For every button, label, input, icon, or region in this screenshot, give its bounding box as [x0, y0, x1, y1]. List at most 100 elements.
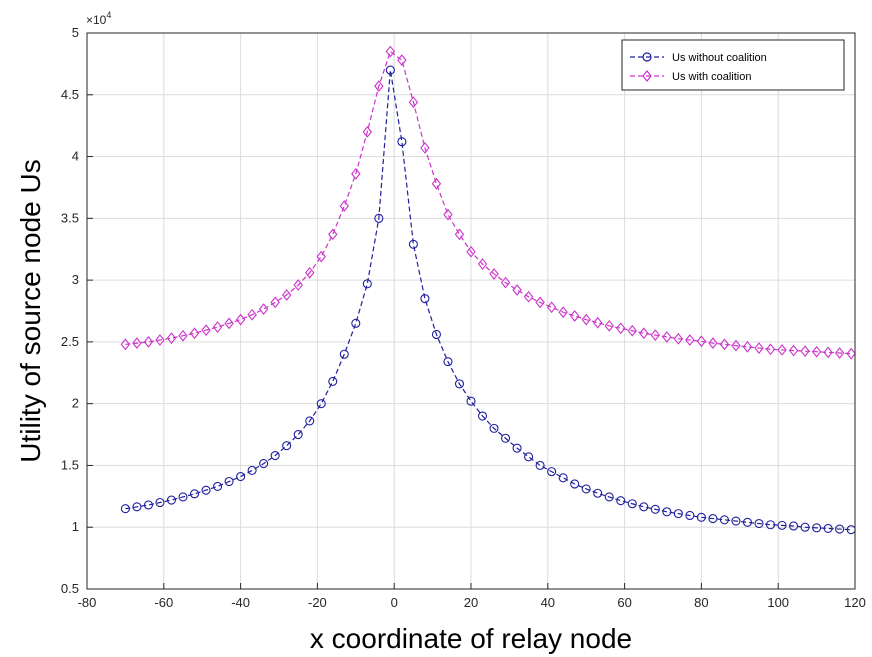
data-point [650, 329, 661, 341]
data-point [546, 301, 557, 314]
y-tick-label: 4.5 [61, 87, 79, 102]
data-point [581, 313, 591, 326]
data-point [558, 306, 568, 319]
data-point [212, 321, 223, 333]
data-point [639, 502, 649, 512]
data-point [224, 317, 234, 330]
data-point [166, 495, 177, 505]
data-point [823, 346, 833, 359]
data-point [351, 167, 361, 180]
data-point [351, 318, 361, 328]
data-point [362, 125, 373, 138]
data-point [639, 327, 649, 340]
data-point [834, 347, 845, 359]
data-point [281, 289, 292, 301]
data-point [120, 504, 130, 514]
data-point [754, 342, 764, 354]
legend-marker-circle [642, 52, 652, 62]
data-point [328, 376, 338, 386]
data-point [477, 258, 488, 270]
data-point [201, 324, 211, 337]
data-point [443, 208, 453, 221]
data-point [305, 266, 315, 279]
data-point [132, 502, 142, 512]
data-point [811, 345, 822, 358]
x-tick-label: 20 [464, 595, 478, 610]
data-point [800, 345, 810, 358]
data-point [374, 213, 384, 223]
x-tick-label: 40 [541, 595, 555, 610]
data-point [454, 379, 465, 389]
data-point [247, 465, 257, 475]
y-tick-label: 1 [72, 519, 79, 534]
data-point [201, 485, 211, 495]
data-point [408, 96, 419, 109]
data-point [524, 452, 534, 462]
data-point [235, 313, 246, 326]
data-point [420, 142, 430, 154]
y-tick-label: 5 [72, 25, 79, 40]
data-point [535, 460, 545, 470]
data-point [466, 396, 476, 406]
data-point [627, 499, 637, 509]
legend-marker-diamond [642, 70, 652, 82]
data-point [719, 338, 730, 351]
data-point [120, 338, 131, 351]
x-tick-label: -40 [231, 595, 250, 610]
y-tick-label: 1.5 [61, 457, 79, 472]
data-point [512, 443, 522, 453]
data-point [385, 45, 396, 58]
y-tick-labels: 0.5 1 1.5 2 2.5 3 3.5 4 4.5 5 [61, 25, 79, 596]
data-point [523, 290, 534, 303]
data-point [328, 228, 338, 241]
x-tick-label: 120 [844, 595, 866, 610]
data-point [846, 347, 856, 360]
y-tick-label: 2.5 [61, 334, 79, 349]
data-point [708, 337, 718, 350]
data-point [132, 337, 142, 350]
series-without-coalition [120, 65, 856, 535]
data-point [270, 451, 280, 461]
data-point [420, 294, 430, 304]
data-point [662, 507, 672, 517]
data-point [166, 332, 177, 345]
x-tick-label: 80 [694, 595, 708, 610]
data-point [719, 515, 729, 525]
y-exponent-base: ×10 [86, 13, 107, 27]
data-point [754, 518, 764, 529]
y-tick-label: 0.5 [61, 581, 79, 596]
data-point [397, 137, 407, 147]
data-point [155, 334, 165, 346]
data-point [731, 339, 741, 352]
x-tick-label: -60 [154, 595, 173, 610]
data-point [213, 481, 223, 491]
data-point [305, 416, 315, 426]
data-point [708, 514, 718, 524]
data-point [765, 343, 776, 356]
data-point [604, 492, 614, 502]
data-point [374, 80, 384, 93]
data-point [339, 200, 349, 212]
data-point [593, 488, 603, 498]
data-point [616, 322, 626, 335]
data-point [408, 239, 418, 249]
data-point [569, 310, 580, 322]
data-point [604, 319, 614, 332]
data-point [282, 441, 292, 451]
y-exponent-label: ×104 [86, 10, 111, 27]
x-tick-labels: -80 -60 -40 -20 0 20 40 60 80 100 120 [78, 595, 866, 610]
data-point [339, 349, 349, 359]
data-point [593, 316, 603, 329]
data-point [270, 296, 280, 309]
plot-frame [86, 32, 856, 590]
legend-box [621, 39, 845, 91]
data-point [189, 489, 200, 499]
data-point [489, 423, 499, 433]
data-point [777, 344, 787, 356]
legend-label-with-coalition: Us with coalition [672, 71, 751, 83]
data-point [789, 521, 799, 531]
x-tick-label: -80 [78, 595, 97, 610]
data-point [742, 517, 753, 527]
data-point [362, 279, 372, 289]
y-tick-label: 3 [72, 272, 79, 287]
